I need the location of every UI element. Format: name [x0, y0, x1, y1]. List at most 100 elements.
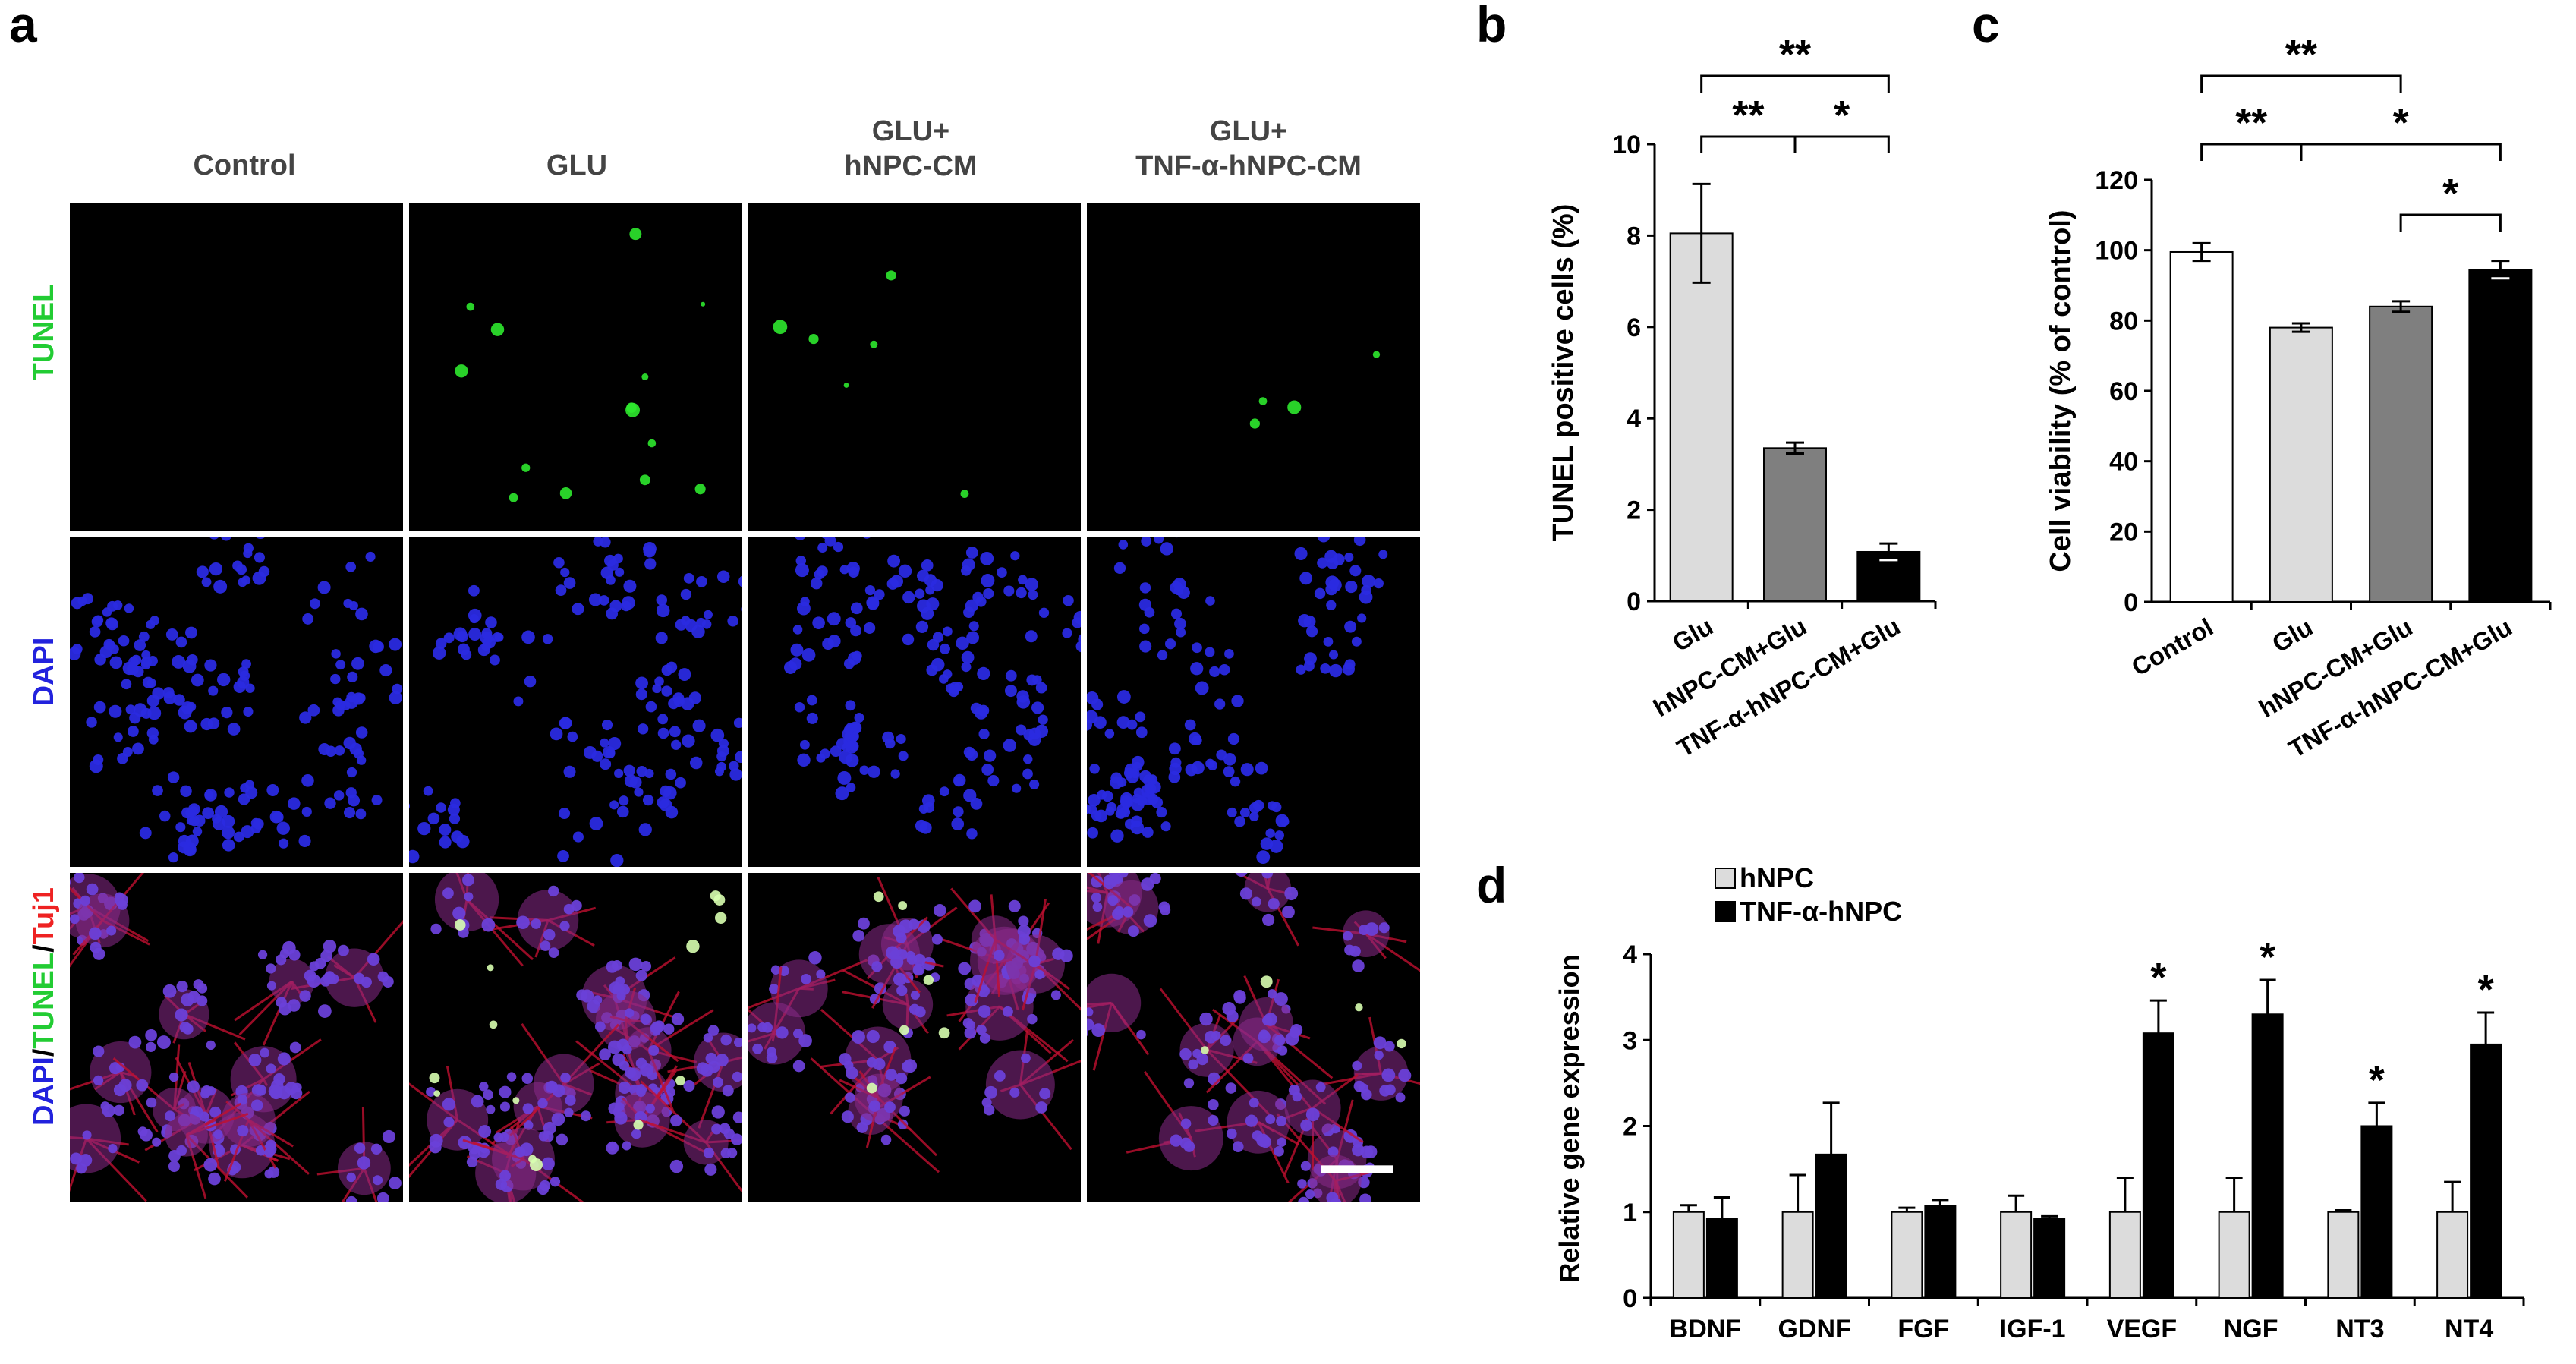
nucleus — [844, 1092, 855, 1103]
nucleus — [1026, 1013, 1038, 1025]
nucleus — [260, 1047, 270, 1058]
nucleus — [277, 1052, 291, 1066]
micrograph-image — [748, 537, 1082, 867]
nucleus — [1294, 547, 1308, 561]
nucleus — [1169, 763, 1182, 776]
micrograph-image — [748, 872, 1082, 1202]
nucleus — [167, 771, 180, 784]
nucleus — [452, 906, 466, 920]
nucleus — [1141, 537, 1152, 547]
row-label-merge-tunel: TUNEL — [28, 952, 60, 1049]
nucleus — [204, 659, 217, 672]
chart-d-gene-expression: 0 1 2 3 4 Relative gene expression BDNF GDNF FGF… — [1554, 862, 2525, 1344]
nucleus — [74, 872, 85, 883]
nucleus — [1025, 630, 1038, 643]
nucleus — [140, 708, 152, 720]
nucleus — [379, 664, 392, 677]
bar-hNPC-CM+Glu — [2369, 305, 2433, 603]
nucleus — [961, 662, 971, 673]
chart-c-viability: 0 20 40 60 80 100 120 Cell viability (% of cont… — [2045, 32, 2552, 763]
nucleus — [852, 929, 864, 942]
nucleus — [594, 1021, 606, 1032]
nucleus — [1249, 1098, 1259, 1108]
nucleus — [255, 1084, 266, 1096]
nucleus — [1179, 1137, 1192, 1149]
significance-bracket — [2300, 143, 2502, 161]
nucleus — [799, 597, 810, 607]
nucleus — [1126, 720, 1138, 730]
tunel-spot — [625, 402, 640, 417]
nucleus — [301, 774, 314, 787]
panel-letter-b: b — [1476, 0, 1507, 52]
nucleus — [1274, 1034, 1286, 1046]
tunel-spot — [454, 918, 466, 931]
nucleus — [599, 758, 611, 770]
micrograph-image — [70, 203, 403, 532]
tunel-spot — [489, 1020, 498, 1029]
nucleus — [707, 1024, 719, 1036]
nucleus — [886, 578, 899, 591]
nucleus — [968, 621, 979, 632]
y-tick-label: 0 — [1627, 587, 1641, 616]
tunel-spot — [1261, 975, 1273, 988]
category-label: Control — [2127, 613, 2218, 682]
nucleus — [701, 619, 712, 629]
nucleus — [121, 679, 132, 690]
nucleus — [1165, 638, 1176, 650]
nucleus — [1017, 915, 1028, 927]
nucleus — [1208, 1098, 1219, 1110]
nucleus — [245, 786, 258, 799]
nucleus — [266, 981, 276, 991]
nucleus — [559, 920, 570, 931]
nucleus — [933, 903, 946, 917]
nucleus — [1087, 1018, 1094, 1031]
nucleus — [1344, 553, 1354, 562]
nucleus — [266, 784, 279, 797]
tunel-spot — [455, 364, 468, 378]
row-label-merge-dapi: DAPI — [28, 1057, 60, 1126]
nucleus — [794, 537, 805, 541]
nucleus — [1214, 698, 1226, 710]
nucleus — [537, 1183, 549, 1195]
nucleus — [346, 1172, 356, 1182]
nucleus — [118, 635, 130, 647]
nucleus — [209, 1106, 222, 1118]
nucleus — [480, 632, 493, 645]
tunel-spot — [512, 1096, 520, 1104]
nucleus — [106, 925, 117, 936]
nucleus — [461, 874, 474, 886]
nucleus — [979, 552, 994, 566]
nucleus — [214, 805, 228, 819]
nucleus — [1284, 886, 1299, 900]
nucleus — [109, 705, 122, 719]
bar-TNF-α-hNPC-BDNF — [1705, 1218, 1738, 1299]
tunel-spot — [808, 333, 819, 345]
nucleus — [691, 625, 705, 639]
nucleus — [241, 825, 254, 839]
nucleus — [138, 632, 150, 643]
nucleus — [241, 659, 251, 669]
nucleus — [435, 638, 447, 650]
nucleus — [834, 786, 849, 801]
nucleus — [867, 765, 880, 779]
nucleus — [1228, 733, 1240, 745]
nucleus — [700, 1063, 713, 1077]
nucleus — [341, 701, 351, 711]
nucleus — [330, 674, 341, 685]
nucleus — [132, 742, 144, 755]
nucleus — [443, 1117, 455, 1128]
nucleus — [906, 954, 917, 965]
nucleus — [920, 607, 934, 621]
bar-hNPC-NT3 — [2327, 1211, 2360, 1299]
microscopy-grid — [70, 203, 1420, 1202]
y-axis-label: TUNEL positive cells (%) — [1548, 204, 1579, 542]
nucleus — [644, 558, 657, 570]
nucleus — [558, 808, 570, 820]
nucleus — [243, 707, 254, 717]
nucleus — [389, 1176, 402, 1189]
nucleus — [1139, 640, 1152, 653]
nucleus — [307, 973, 321, 988]
nucleus — [1189, 732, 1201, 745]
nucleus — [902, 634, 914, 646]
nucleus — [524, 676, 537, 688]
